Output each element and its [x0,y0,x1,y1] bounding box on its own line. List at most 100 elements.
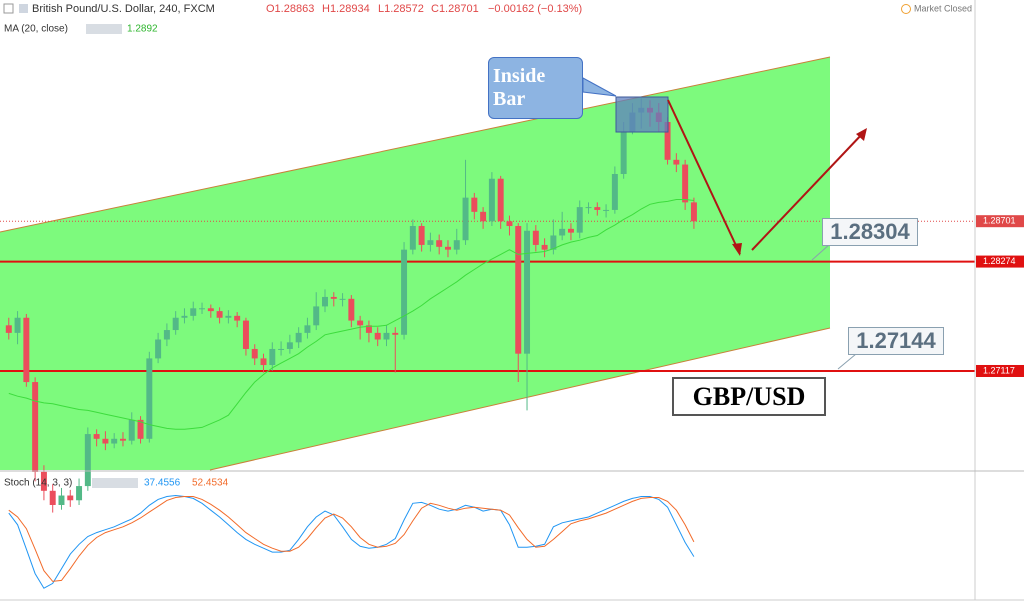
level-callout: 1.27144 [848,327,944,355]
collapse-icon[interactable] [3,3,14,14]
candle-body [181,315,188,318]
ohlc-high: H1.28934 [322,3,370,15]
ohlc-close: C1.28701 [431,3,479,15]
candle-body [524,230,531,354]
candle-body [32,382,39,472]
stoch-line [8,494,695,589]
price-tag-label: 1.28274 [983,256,1016,266]
arrow-head [732,243,742,256]
candle-body [365,325,372,333]
candle-body [304,325,311,333]
candle-body [234,315,241,321]
status-icon [901,4,911,14]
pair-label: GBP/USD [672,377,826,416]
candle-body [559,228,566,236]
price-tag [976,255,1024,268]
symbol-icon [19,4,28,13]
candle-body [594,207,601,210]
price-tag-label: 1.28701 [983,216,1016,226]
arrow-down [667,99,741,255]
candle-body [155,339,162,359]
candle-body [427,240,434,245]
candle-body [374,332,381,340]
callout-pointer [582,77,617,97]
candle-body [620,131,627,175]
arrow-head [856,128,867,141]
candle-body [76,486,83,501]
candle-body [576,207,583,233]
candle-body [313,306,320,326]
candle-body [409,226,416,250]
channel-bottom [209,327,831,471]
candle-body [682,164,689,203]
overlay: 1.28274 1.27117 1.28701 [976,215,1024,377]
candle-body [567,228,574,233]
ohlc-open: O1.28863 [266,3,314,15]
candle-body [690,202,697,222]
candle-body [357,320,364,326]
candle-body [93,434,100,439]
candle-body [278,348,285,350]
candle-body [40,471,47,491]
candle-body [286,342,293,349]
candle-body [444,246,451,250]
candle-body [550,235,557,250]
candle-body [611,174,618,210]
candle-body [462,197,469,241]
candle-body [269,348,276,366]
candle-body [295,332,302,343]
candle-body [207,308,214,312]
price-tag-label: 1.27117 [983,365,1015,375]
candle-body [102,438,109,444]
indicator-buttons[interactable] [86,24,122,34]
candle-body [322,296,328,307]
candle-body [515,226,522,354]
candle-body [392,332,399,335]
candle-body [383,332,390,340]
symbol-title: British Pound/U.S. Dollar, 240, FXCM [32,3,215,15]
price-tag [976,215,1024,228]
marks [0,98,975,589]
candle-body [67,495,74,501]
candle-body [348,298,355,321]
candle-body [84,434,91,487]
candle-body [172,317,179,331]
candle-body [488,178,495,222]
inside-bar-label: Inside Bar [488,57,583,119]
stoch-d-value: 52.4534 [192,478,229,489]
candle-body [5,325,12,333]
indicator-buttons[interactable] [92,478,138,488]
candle-body [119,438,126,441]
candle-body [401,249,408,335]
candle-body [23,317,30,383]
candle-body [532,230,539,245]
candle-body [199,308,206,310]
candle-body [541,244,548,250]
candle-body [339,298,346,300]
level-callout: 1.28304 [822,218,918,246]
candle-body [146,358,153,439]
ohlc-low: L1.28572 [378,3,424,15]
ma-value: 1.2892 [127,24,158,35]
candle-body [664,121,671,160]
market-status: Market Closed [914,3,972,13]
candle-body [163,330,170,340]
candle-body [137,419,144,439]
candle-body [49,490,56,505]
candle-body [58,495,65,505]
candle-body [603,209,610,211]
candle-body [128,419,135,441]
candle-body [436,240,443,247]
candle-body [497,178,504,222]
ohlc-change: −0.00162 (−0.13%) [488,3,582,15]
stoch-line [8,496,695,582]
candle-body [216,311,223,318]
candle-body [585,207,592,209]
callout-pointer [811,243,831,261]
candle-body [418,226,425,245]
ma-title: MA (20, close) [4,24,68,35]
candle-body [480,211,487,222]
channel-top [0,56,831,233]
